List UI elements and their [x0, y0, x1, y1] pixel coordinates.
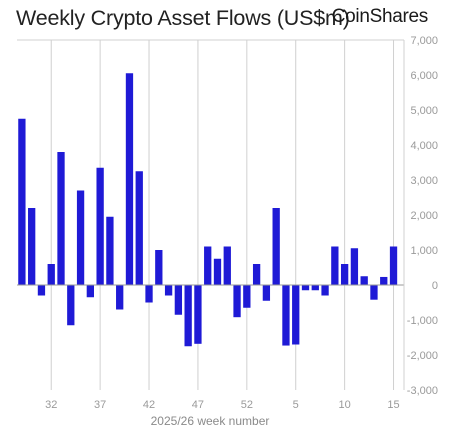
x-tick-label: 10: [339, 399, 351, 411]
chart-title: Weekly Crypto Asset Flows (US$m): [16, 6, 350, 30]
bar-week-60: [331, 246, 339, 285]
bar-week-46: [194, 285, 202, 344]
bar-week-61: [340, 264, 349, 285]
bar-week-57: [301, 285, 310, 291]
bar-week-35: [86, 285, 94, 298]
bar-week-51: [243, 285, 251, 308]
bar-week-37: [106, 216, 114, 285]
y-tick-label: 1,000: [410, 245, 438, 257]
bar-week-41: [145, 285, 153, 303]
bar-week-43: [164, 285, 173, 296]
chart-header: Weekly Crypto Asset Flows (US$m) CoinSha…: [0, 0, 450, 40]
bar-week-47: [204, 246, 212, 285]
x-tick-labels: 32 37 42 47 52 5 10 15: [45, 399, 400, 411]
bars-layer: [18, 73, 398, 347]
bar-week-58: [311, 285, 319, 291]
bar-week-38: [116, 285, 124, 310]
bar-week-63: [360, 276, 368, 285]
bar-week-66: [389, 246, 398, 285]
bar-week-65: [380, 276, 388, 285]
y-tick-labels: -3,000 -2,000 -1,000 0 1,000 2,000 3,000 4,000 5…: [407, 35, 438, 397]
bar-week-45: [184, 285, 192, 347]
bar-week-54: [272, 208, 280, 285]
bar-week-59: [321, 285, 329, 296]
bar-week-31: [47, 264, 55, 285]
y-tick-label: 4,000: [410, 140, 438, 152]
y-tick-label: 3,000: [410, 175, 438, 187]
y-tick-label: -1,000: [407, 315, 438, 327]
bar-week-39: [125, 73, 134, 285]
x-tick-label: 5: [293, 399, 299, 411]
bar-week-53: [262, 285, 271, 301]
bar-week-34: [76, 190, 85, 285]
bar-week-32: [57, 152, 65, 285]
bar-week-33: [67, 285, 75, 326]
bar-week-56: [292, 285, 300, 345]
bar-week-28: [18, 118, 26, 285]
y-tick-label: 0: [432, 280, 438, 292]
x-axis-label: 2025/26 week number: [151, 414, 270, 428]
bar-week-55: [282, 285, 290, 346]
bar-week-42: [155, 250, 163, 285]
bar-week-30: [37, 285, 46, 296]
x-tick-label: 52: [241, 399, 253, 411]
x-tick-label: 37: [94, 399, 106, 411]
bar-week-50: [233, 285, 241, 318]
x-tick-label: 47: [192, 399, 204, 411]
bar-week-40: [135, 171, 143, 285]
x-tick-label: 32: [45, 399, 57, 411]
y-tick-label: 7,000: [410, 35, 438, 47]
bar-week-64: [370, 285, 378, 300]
y-tick-label: -3,000: [407, 385, 438, 397]
bar-week-49: [223, 246, 231, 285]
y-tick-label: 2,000: [410, 210, 438, 222]
y-tick-label: 5,000: [410, 105, 438, 117]
bar-week-44: [174, 285, 183, 315]
bar-week-36: [96, 167, 104, 285]
bar-week-52: [252, 264, 261, 285]
brand-logo: CoinShares: [331, 6, 429, 27]
bar-week-29: [28, 208, 36, 285]
y-tick-label: -2,000: [407, 350, 438, 362]
x-tick-label: 15: [387, 399, 399, 411]
bar-week-48: [213, 258, 222, 285]
bar-week-62: [350, 248, 359, 285]
y-tick-label: 6,000: [410, 70, 438, 82]
x-tick-label: 42: [143, 399, 155, 411]
